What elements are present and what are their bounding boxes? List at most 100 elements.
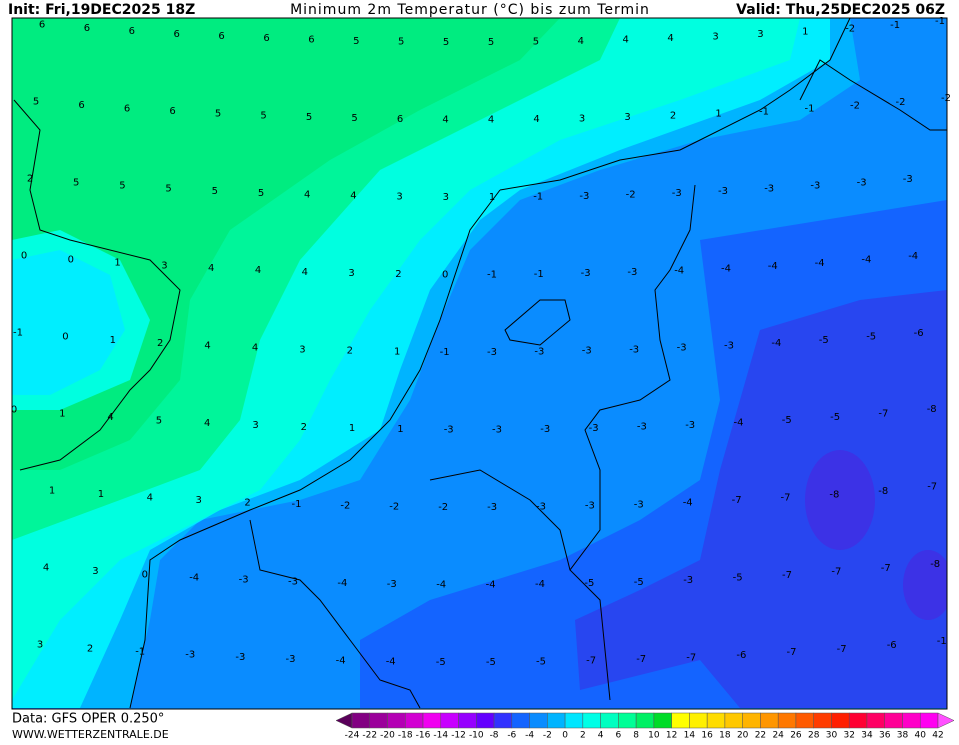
temperature-label: -4 (189, 572, 199, 583)
temperature-label: -5 (436, 657, 446, 668)
temperature-label: -1 (805, 104, 815, 115)
temperature-label: 6 (84, 23, 90, 34)
colorbar-label: -12 (451, 731, 466, 741)
temperature-label: -3 (857, 177, 867, 188)
temperature-label: -1 (759, 106, 769, 117)
map-frame (11, 17, 948, 710)
temperature-label: -4 (436, 579, 446, 590)
temperature-label: 4 (488, 114, 494, 125)
temperature-label: -3 (579, 191, 589, 202)
temperature-label: 5 (156, 415, 162, 426)
temperature-label: 3 (37, 639, 43, 650)
colorbar-box (582, 712, 601, 729)
temperature-label: -4 (771, 338, 781, 349)
temperature-label: -7 (787, 647, 797, 658)
temperature-label: -1 (937, 636, 947, 647)
temperature-label: 4 (147, 492, 153, 503)
temperature-label: 4 (43, 562, 49, 573)
temperature-label: 5 (212, 186, 218, 197)
temperature-label: 6 (308, 35, 314, 46)
temperature-label: 5 (351, 113, 357, 124)
temperature-label: -3 (286, 654, 296, 665)
temperature-label: -1 (534, 269, 544, 280)
field-colder (575, 290, 947, 708)
field-warmest (12, 18, 560, 470)
temperature-label: -7 (732, 495, 742, 506)
temperature-label: -4 (683, 497, 693, 508)
coastline (799, 59, 947, 131)
temperature-label: 6 (174, 29, 180, 40)
temperature-label: 5 (119, 181, 125, 192)
colorbar-label: 0 (562, 731, 568, 741)
temperature-label: -7 (881, 563, 891, 574)
temperature-label: -2 (850, 100, 860, 111)
temperature-label: 3 (757, 29, 763, 40)
temperature-label: -3 (492, 424, 502, 435)
colorbar-label: 42 (932, 731, 943, 741)
colorbar-label: -4 (525, 731, 534, 741)
temperature-label: -7 (782, 570, 792, 581)
temperature-label: -3 (487, 347, 497, 358)
temperature-label: -4 (337, 578, 347, 589)
colorbar-box (866, 712, 885, 729)
temperature-label: -7 (636, 654, 646, 665)
temperature-label: -4 (486, 579, 496, 590)
temperature-label: -4 (815, 258, 825, 269)
temperature-label: -7 (837, 644, 847, 655)
colorbar-box (405, 712, 424, 729)
temperature-label: -5 (782, 415, 792, 426)
temperature-labels: 6 6 6 6 6 6 6 5 5 5 5 5 4 4 4 3 3 1 -2 -1 -1 5 6 6 6 5 5 5 5 6 4 4 4 3 3 2 1… (11, 16, 951, 668)
temperature-label: -1 (533, 192, 543, 203)
temperature-label: 6 (124, 103, 130, 114)
temperature-label: -1 (890, 20, 900, 31)
temperature-label: 5 (73, 177, 79, 188)
temperature-label: -4 (734, 418, 744, 429)
temperature-label: -8 (927, 404, 937, 415)
border (569, 184, 696, 701)
temperature-label: 5 (33, 97, 39, 108)
temperature-label: -3 (487, 502, 497, 513)
colorbar-label: -24 (345, 731, 360, 741)
colorbar-label: 30 (826, 731, 838, 741)
colorbar: -24 -22 -20 -18 -16 -14 -12 -10 -8 -6 -4 -2 0 2 4 6 8 10 1… (335, 712, 955, 741)
temperature-label: -3 (627, 267, 637, 278)
colorbar-box (724, 712, 743, 729)
temperature-label: -3 (683, 575, 693, 586)
temperature-label: -3 (810, 181, 820, 192)
colorbar-box (440, 712, 459, 729)
temperature-label: -3 (582, 346, 592, 357)
temperature-label: 3 (579, 113, 585, 124)
colorbar-box (795, 712, 814, 729)
website: WWW.WETTERZENTRALE.DE (12, 728, 169, 741)
colorbar-box (760, 712, 779, 729)
temperature-label: 2 (27, 174, 33, 185)
temperature-label: 2 (395, 269, 401, 280)
temperature-label: -6 (887, 640, 897, 651)
colorbar-arrow (335, 712, 353, 729)
colorbar-box (458, 712, 477, 729)
temperature-label: -3 (718, 186, 728, 197)
colorbar-label: 16 (701, 731, 713, 741)
colorbar-label: 38 (897, 731, 909, 741)
border (429, 469, 571, 571)
data-source: Data: GFS OPER 0.250° (12, 712, 164, 727)
temperature-label: 5 (398, 37, 404, 48)
temperature-label: -1 (13, 328, 23, 339)
colorbar-arrow (937, 712, 955, 729)
temperature-label: -1 (487, 269, 497, 280)
temperature-label: -7 (878, 408, 888, 419)
temperature-label: 6 (129, 26, 135, 37)
colorbar-box (422, 712, 442, 729)
colorbar-label: 22 (755, 731, 766, 741)
temperature-label: -7 (586, 656, 596, 667)
temperature-label: 3 (92, 566, 98, 577)
temperature-label: 3 (299, 344, 305, 355)
colorbar-box (653, 712, 672, 729)
temperature-label: 1 (397, 424, 403, 435)
temperature-label: 6 (78, 100, 84, 111)
temperature-label: -3 (685, 420, 695, 431)
colorbar-label: -18 (398, 731, 413, 741)
temperature-label: 1 (110, 335, 116, 346)
temperature-label: 1 (59, 409, 65, 420)
temperature-field (12, 18, 947, 709)
